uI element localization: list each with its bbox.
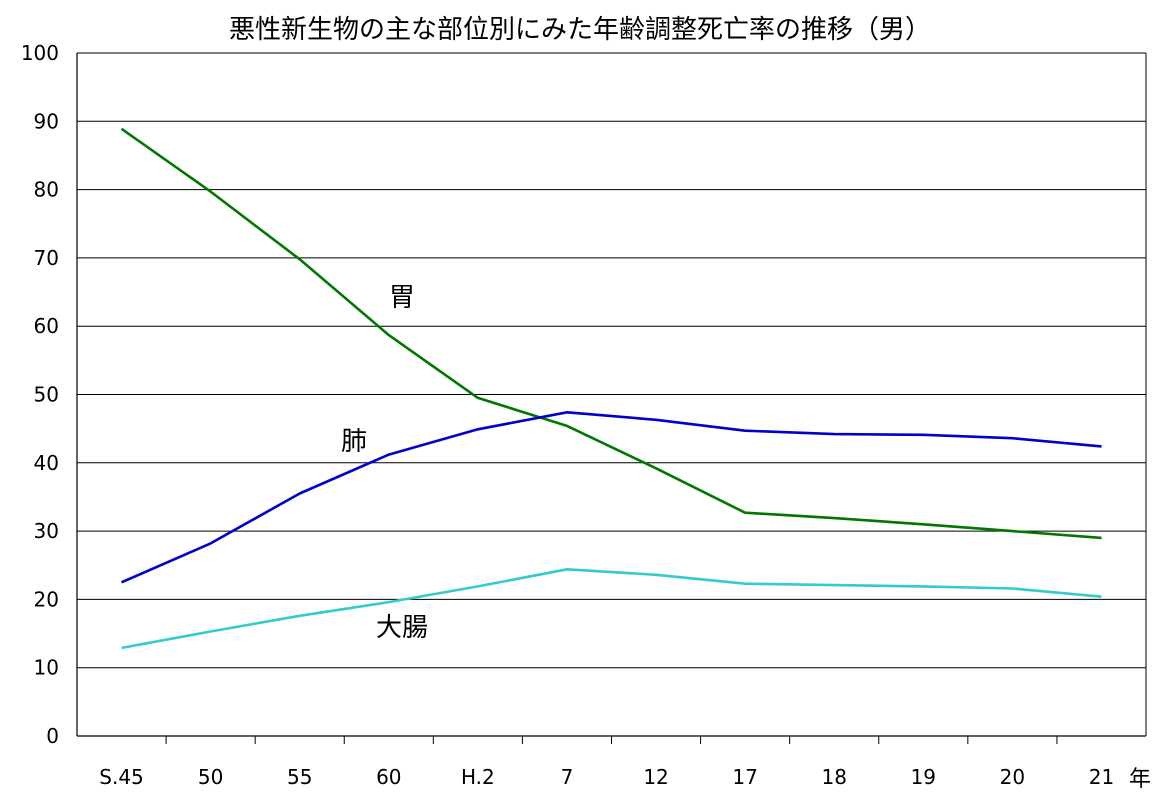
x-tick-labels: S.45 50 55 60 H.2 7 12 17 18 19 20 21 [99, 765, 1114, 789]
series-line-1 [120, 127, 1102, 540]
y-tick-label: 60 [34, 314, 59, 338]
x-tick-label: 60 [376, 765, 401, 789]
x-tick-label: 55 [287, 765, 312, 789]
y-tick-label: 100 [21, 41, 59, 65]
grid-lines [77, 52, 1146, 669]
x-tick-label: 17 [732, 765, 757, 789]
x-tick-label: 20 [1000, 765, 1025, 789]
y-tick-labels: 0 10 20 30 40 50 60 70 80 90 100 [21, 41, 59, 748]
series-label-2: 肺 [341, 427, 367, 457]
axes [76, 52, 1147, 744]
series-label-3: 大腸 [376, 613, 428, 643]
y-tick-label: 50 [34, 383, 59, 407]
chart-title: 悪性新生物の主な部位別にみた年齢調整死亡率の推移（男） [229, 15, 931, 45]
y-tick-label: 90 [34, 109, 59, 133]
y-tick-label: 30 [34, 519, 59, 543]
y-tick-label: 70 [34, 246, 59, 270]
y-tick-label: 20 [34, 587, 59, 611]
x-tick-label: 18 [821, 765, 846, 789]
y-tick-label: 40 [34, 451, 59, 475]
series-lines [120, 127, 1102, 650]
y-tick-label: 0 [46, 724, 59, 748]
series-line-2 [120, 410, 1102, 584]
x-tick-label: 7 [561, 765, 574, 789]
y-tick-label: 80 [34, 178, 59, 202]
series-line-3 [121, 567, 1102, 650]
x-tick-label: 50 [198, 765, 223, 789]
series-label-1: 胃 [389, 283, 415, 313]
x-tick-label: 19 [911, 765, 936, 789]
x-axis-unit-label: 年 [1129, 767, 1151, 792]
x-tick-label: 12 [643, 765, 668, 789]
x-tick-label: S.45 [99, 765, 144, 789]
y-tick-label: 10 [34, 656, 59, 680]
x-tick-label: H.2 [461, 765, 495, 789]
x-tick-label: 21 [1089, 765, 1114, 789]
